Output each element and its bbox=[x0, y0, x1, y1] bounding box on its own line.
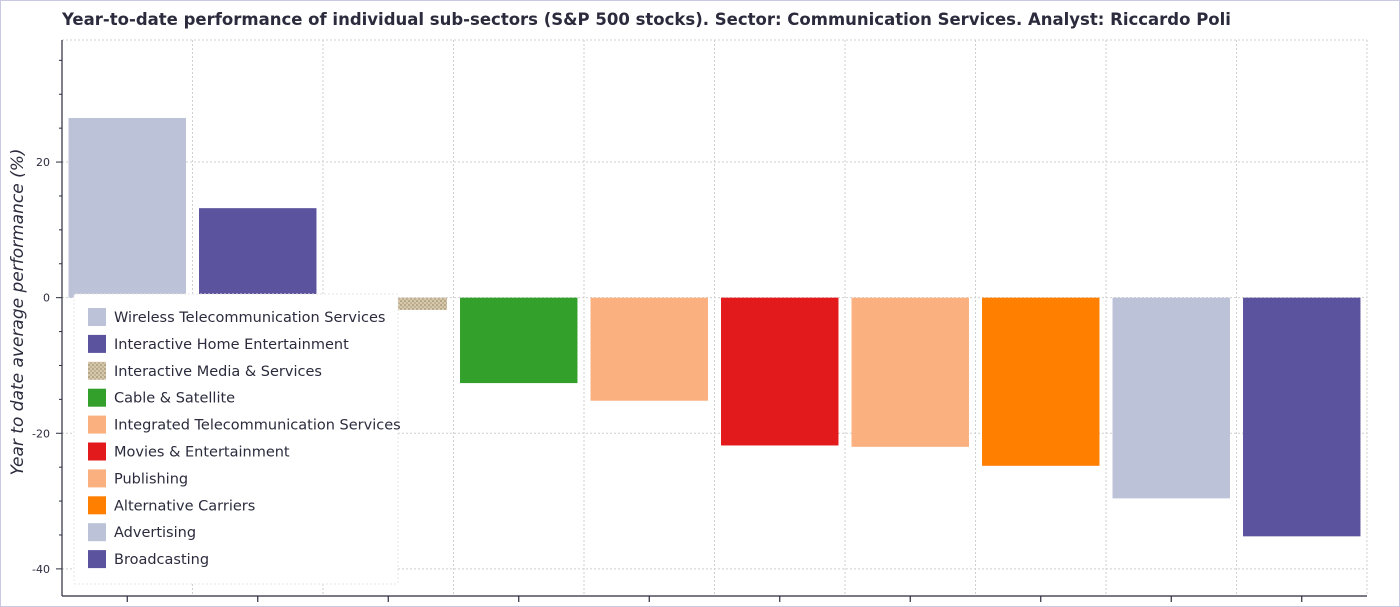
chart-title: Year-to-date performance of individual s… bbox=[62, 10, 1231, 29]
legend-swatch bbox=[88, 415, 106, 434]
legend-swatch bbox=[88, 388, 106, 407]
legend-label: Alternative Carriers bbox=[114, 498, 255, 514]
legend-label: Interactive Home Entertainment bbox=[114, 337, 349, 353]
legend-label: Interactive Media & Services bbox=[114, 364, 322, 380]
bar bbox=[721, 297, 839, 446]
legend-label: Advertising bbox=[114, 525, 196, 541]
y-tick-label: -40 bbox=[32, 563, 50, 576]
bar bbox=[590, 297, 708, 401]
bar bbox=[1112, 297, 1230, 499]
legend-swatch bbox=[88, 334, 106, 353]
legend-box bbox=[73, 293, 399, 585]
y-axis-label: Year to date average performance (%) bbox=[8, 149, 28, 476]
bars bbox=[68, 117, 1361, 537]
y-tick-label: 20 bbox=[36, 156, 50, 169]
legend-swatch bbox=[88, 550, 106, 569]
legend-swatch bbox=[88, 496, 106, 515]
bar bbox=[68, 117, 186, 298]
bar bbox=[851, 297, 969, 447]
legend-swatch bbox=[88, 523, 106, 542]
legend-label: Wireless Telecommunication Services bbox=[114, 310, 385, 326]
legend-label: Movies & Entertainment bbox=[114, 445, 290, 461]
legend-label: Integrated Telecommunication Services bbox=[114, 418, 401, 434]
legend-label: Cable & Satellite bbox=[114, 391, 235, 407]
legend-swatch bbox=[88, 469, 106, 488]
bar bbox=[982, 297, 1100, 466]
bar bbox=[1243, 297, 1361, 537]
legend-swatch bbox=[88, 442, 106, 461]
y-tick-label: 0 bbox=[43, 292, 50, 305]
legend-label: Publishing bbox=[114, 471, 188, 487]
axes: 20 0 -20 -40 bbox=[32, 40, 1367, 602]
legend-swatch bbox=[88, 361, 106, 380]
legend-swatch bbox=[88, 308, 106, 326]
bar bbox=[460, 297, 578, 384]
legend-label: Broadcasting bbox=[114, 552, 209, 568]
legend: Wireless Telecommunication Services Inter… bbox=[73, 293, 401, 585]
bar bbox=[199, 208, 317, 298]
y-tick-label: -20 bbox=[32, 427, 50, 440]
